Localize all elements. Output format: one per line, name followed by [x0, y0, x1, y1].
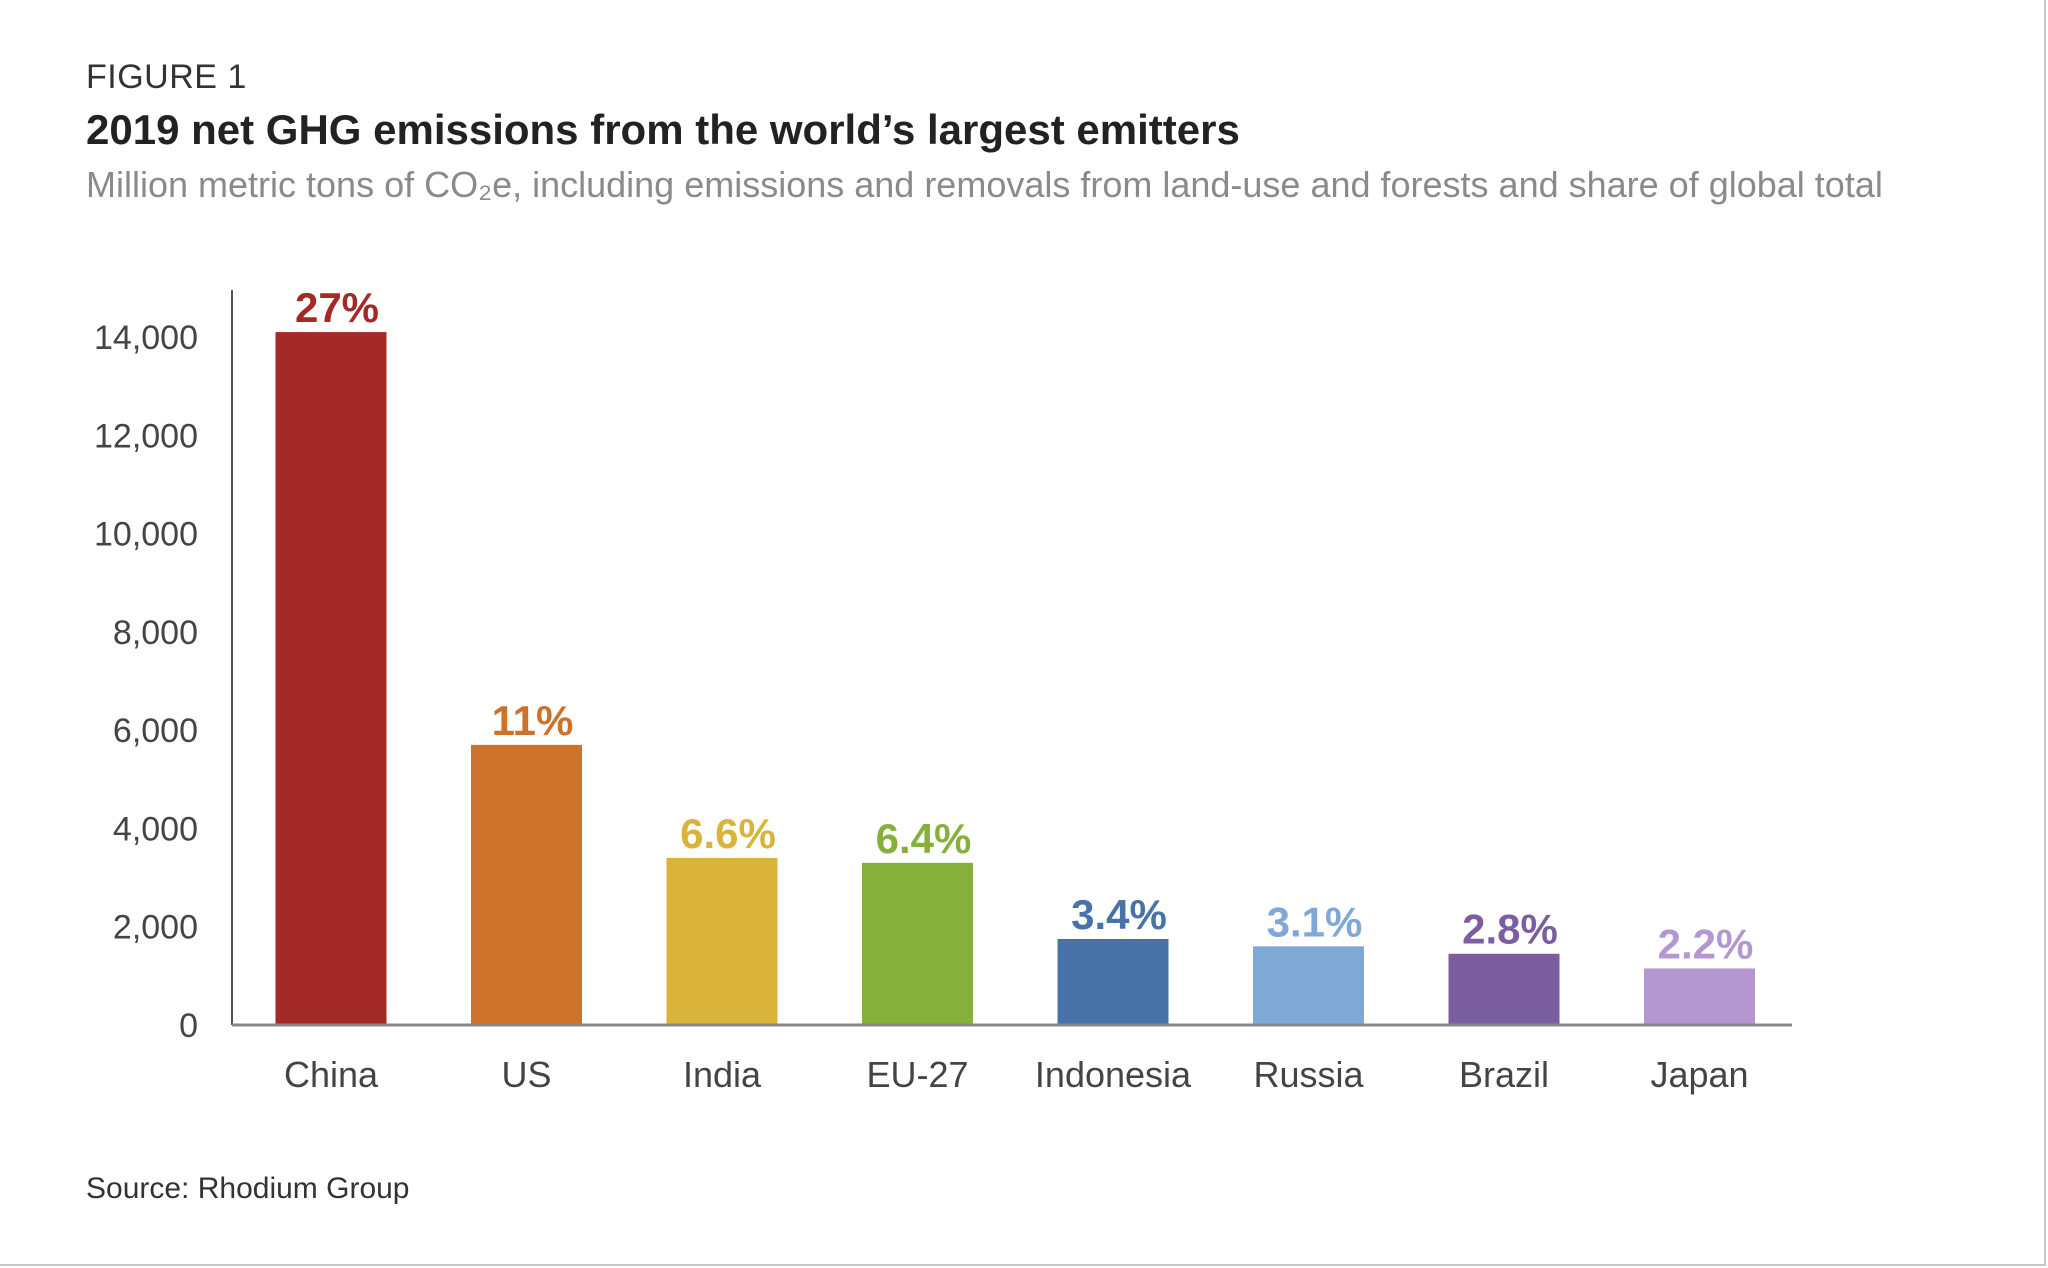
bars: 27% 11% 6.6% 6.4% 3.4% 3.1% 2.8% 2.2% — [275, 284, 1755, 1026]
y-axis: 0 2,000 4,000 6,000 8,000 10,000 12,000 14,000 — [94, 290, 233, 1045]
chart-subtitle: Million metric tons of CO₂e, including e… — [86, 164, 1883, 205]
bar-indonesia — [1057, 939, 1169, 1025]
y-tick-label: 14,000 — [94, 319, 198, 357]
x-axis: China US India EU-27 Indonesia Russia Brazil Ja… — [232, 1023, 1792, 1095]
y-tick-label: 12,000 — [94, 417, 198, 455]
category-label: EU-27 — [866, 1054, 968, 1095]
bar-eu-27 — [862, 862, 973, 1025]
figure-label: FIGURE 1 — [86, 58, 247, 96]
category-label: Indonesia — [1035, 1054, 1192, 1095]
data-label: 3.4% — [1071, 891, 1167, 938]
source-note: Source: Rhodium Group — [86, 1172, 410, 1205]
bar-india — [666, 857, 778, 1025]
bar-us — [471, 744, 582, 1025]
category-label: India — [683, 1054, 762, 1095]
category-label: China — [284, 1054, 379, 1095]
category-label: Brazil — [1459, 1054, 1549, 1095]
y-tick-label: 8,000 — [113, 614, 198, 652]
bar-brazil — [1448, 953, 1560, 1025]
bar-chart: 02,0004,0006,0008,00010,00012,00014,000 … — [94, 284, 1792, 1095]
data-label: 6.4% — [876, 815, 972, 862]
bar-china — [275, 332, 387, 1026]
chart-title: 2019 net GHG emissions from the world’s … — [86, 106, 1240, 153]
data-label: 27% — [295, 284, 379, 331]
category-label: Japan — [1650, 1054, 1748, 1095]
data-label: 6.6% — [680, 810, 776, 857]
data-label: 11% — [492, 697, 574, 744]
y-tick-label: 6,000 — [113, 712, 198, 750]
category-label: Russia — [1253, 1054, 1364, 1095]
y-tick-label: 2,000 — [113, 909, 198, 947]
y-tick-label: 0 — [179, 1007, 198, 1045]
y-tick-label: 4,000 — [113, 810, 198, 848]
data-label: 3.1% — [1267, 898, 1363, 945]
data-label: 2.8% — [1462, 906, 1558, 953]
category-label: US — [501, 1054, 551, 1095]
bar-russia — [1253, 946, 1364, 1025]
data-label: 2.2% — [1658, 920, 1754, 967]
bar-japan — [1644, 968, 1755, 1025]
y-tick-label: 10,000 — [94, 516, 198, 554]
